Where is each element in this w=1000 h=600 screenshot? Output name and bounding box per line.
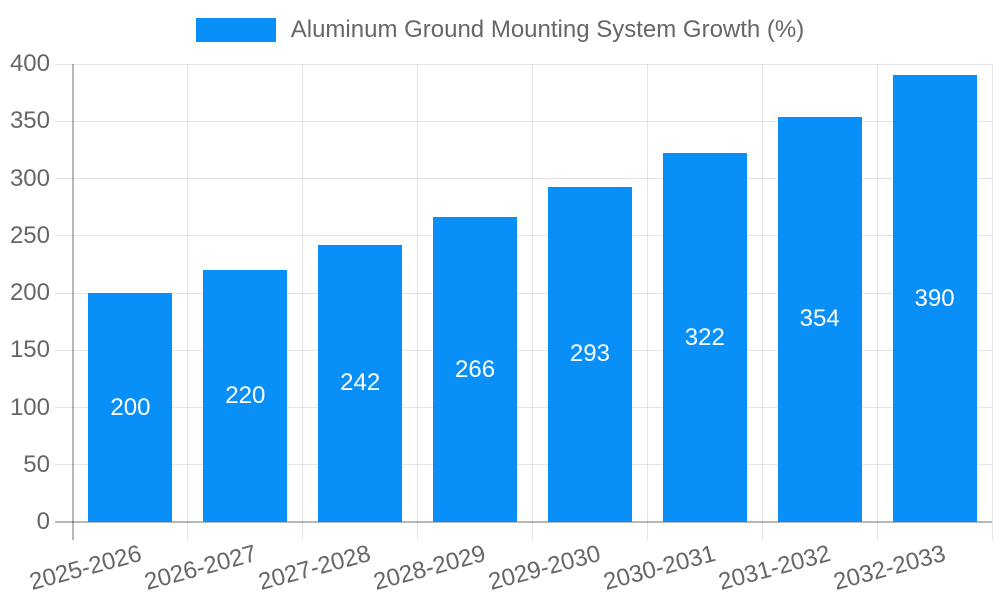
bar-value-label: 354	[799, 305, 840, 333]
y-gridline	[55, 120, 992, 122]
x-axis-tick-label: 2026-2027	[141, 540, 260, 596]
y-axis-tick-label: 300	[9, 164, 50, 192]
x-axis-line	[55, 521, 992, 523]
x-axis-tick-label: 2025-2026	[26, 540, 145, 596]
y-axis-tick-label: 0	[36, 508, 50, 535]
x-axis-tick-label: 2029-2030	[485, 540, 604, 596]
bar-value-label: 322	[684, 323, 725, 351]
x-gridline	[302, 64, 304, 540]
x-axis-tick-label: 2028-2029	[370, 540, 489, 596]
y-axis-tick-label: 100	[9, 393, 50, 421]
y-axis-line	[72, 64, 74, 540]
x-gridline	[991, 64, 993, 540]
y-axis-tick-label: 150	[9, 336, 50, 364]
bar-value-label: 266	[455, 355, 496, 383]
y-axis-tick-label: 400	[9, 50, 50, 77]
bar-value-label: 390	[914, 284, 955, 312]
y-gridline	[55, 63, 992, 65]
y-gridline	[55, 292, 992, 294]
legend-swatch	[195, 18, 276, 42]
y-gridline	[55, 464, 992, 466]
y-axis-tick-label: 200	[9, 279, 50, 306]
y-axis-tick-label: 250	[9, 221, 50, 249]
x-axis-tick-label: 2031-2032	[715, 540, 834, 596]
x-gridline	[761, 64, 763, 540]
bar-value-label: 242	[340, 369, 381, 397]
y-gridline	[55, 178, 992, 179]
bar[interactable]	[547, 186, 632, 522]
x-axis-tick-label: 2032-2033	[830, 540, 949, 596]
x-gridline	[187, 64, 189, 540]
y-gridline	[55, 349, 992, 351]
bar[interactable]	[433, 217, 518, 522]
y-gridline	[55, 407, 992, 408]
x-axis-tick-label: 2027-2028	[256, 540, 374, 596]
y-axis-tick-label: 350	[9, 107, 50, 135]
bar[interactable]	[662, 153, 747, 522]
legend-label: Aluminum Ground Mounting System Growth (…	[290, 16, 805, 43]
bar[interactable]	[777, 116, 862, 522]
bar-value-label: 293	[569, 340, 610, 368]
bar-value-label: 200	[110, 393, 151, 421]
x-gridline	[532, 64, 533, 540]
legend[interactable]: Aluminum Ground Mounting System Growth (…	[0, 18, 1000, 42]
x-gridline	[646, 64, 648, 540]
bar-value-label: 220	[225, 382, 266, 410]
bar[interactable]	[892, 75, 977, 522]
bar[interactable]	[88, 293, 173, 522]
y-gridline	[55, 235, 992, 237]
x-gridline	[417, 64, 419, 540]
x-axis-tick-label: 2030-2031	[600, 540, 719, 596]
x-gridline	[876, 64, 878, 540]
y-axis-tick-label: 50	[23, 450, 50, 478]
bar[interactable]	[203, 270, 288, 522]
bar[interactable]	[318, 244, 403, 522]
